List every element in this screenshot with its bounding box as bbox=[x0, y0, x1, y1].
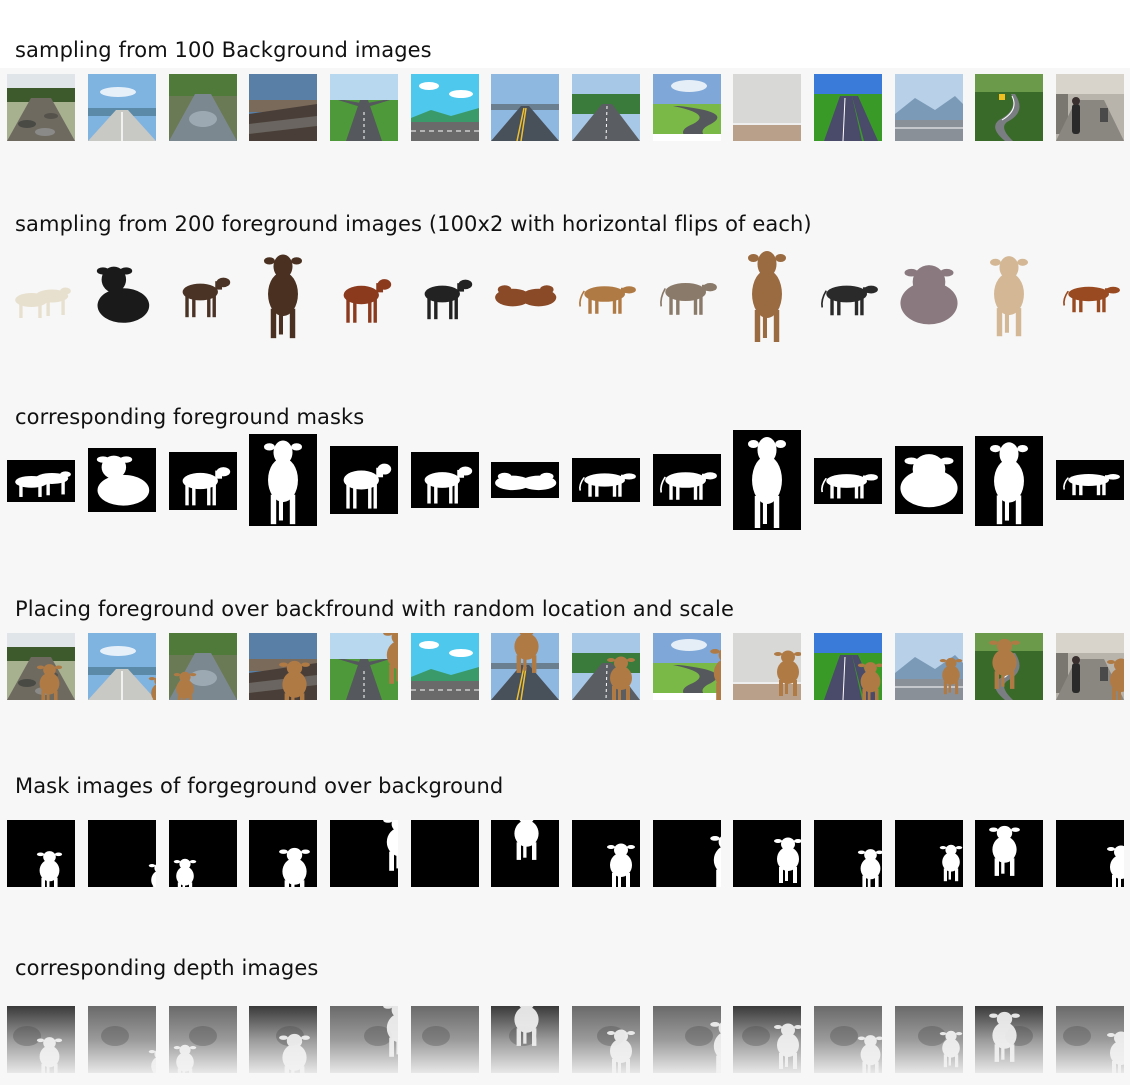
composite-mask-12 bbox=[895, 820, 963, 887]
composite-rural-road bbox=[572, 633, 640, 700]
depth-2 bbox=[88, 1006, 156, 1073]
depth-10 bbox=[733, 1006, 801, 1073]
composite-cartoon-road bbox=[411, 633, 479, 700]
composite-jungle-road bbox=[975, 633, 1043, 700]
title-depth: corresponding depth images bbox=[15, 956, 319, 980]
background-coastal-road bbox=[88, 74, 156, 141]
composite-mask-8 bbox=[572, 820, 640, 887]
mask-jersey-cow bbox=[572, 458, 640, 502]
foreground-brown-calf bbox=[169, 262, 237, 322]
mask-zebu-lying bbox=[895, 446, 963, 514]
depth-11 bbox=[814, 1006, 882, 1073]
composite-mask-9 bbox=[653, 820, 721, 887]
title-composite-masks: Mask images of forgeground over backgrou… bbox=[15, 774, 504, 798]
depth-6 bbox=[411, 1006, 479, 1073]
background-landslide-road bbox=[249, 74, 317, 141]
foreground-red-cow bbox=[1056, 270, 1124, 318]
background-highway bbox=[491, 74, 559, 141]
mask-red-cow bbox=[1056, 460, 1124, 500]
background-wet-road bbox=[169, 74, 237, 141]
foreground-dark-calf-front bbox=[249, 248, 317, 340]
depth-14 bbox=[1056, 1006, 1124, 1073]
mask-red-white-calf bbox=[330, 446, 398, 514]
foreground-zebu-lying bbox=[895, 256, 963, 332]
composite-damaged-road bbox=[7, 633, 75, 700]
mask-lying-cows bbox=[491, 462, 559, 498]
background-jungle-road bbox=[975, 74, 1043, 141]
mask-grey-cow bbox=[653, 454, 721, 506]
mask-lying-calf bbox=[88, 448, 156, 512]
mask-bw-calf bbox=[411, 452, 479, 508]
composite-mask-6 bbox=[411, 820, 479, 887]
mask-large-brown-cow bbox=[733, 430, 801, 530]
background-forked-road bbox=[330, 74, 398, 141]
composite-mask-4 bbox=[249, 820, 317, 887]
foreground-bw-calf bbox=[411, 264, 479, 324]
composite-forked-road bbox=[330, 633, 398, 700]
composite-mask-7 bbox=[491, 820, 559, 887]
composite-room-wall bbox=[733, 633, 801, 700]
composite-wet-road bbox=[169, 633, 237, 700]
composite-mask-5 bbox=[330, 820, 398, 887]
background-cartoon-road bbox=[411, 74, 479, 141]
foreground-lying-cows bbox=[491, 272, 559, 316]
depth-4 bbox=[249, 1006, 317, 1073]
composite-curved-road bbox=[653, 633, 721, 700]
depth-13 bbox=[975, 1006, 1043, 1073]
background-room-wall bbox=[733, 74, 801, 141]
composite-green-road bbox=[814, 633, 882, 700]
depth-12 bbox=[895, 1006, 963, 1073]
background-rural-road bbox=[572, 74, 640, 141]
composite-mask-2 bbox=[88, 820, 156, 887]
composite-mask-1 bbox=[7, 820, 75, 887]
depth-3 bbox=[169, 1006, 237, 1073]
foreground-holstein-cow bbox=[814, 266, 882, 322]
composite-mask-3 bbox=[169, 820, 237, 887]
foreground-jersey-cow bbox=[572, 268, 640, 320]
title-composites: Placing foreground over backfround with … bbox=[15, 597, 734, 621]
composite-mask-14 bbox=[1056, 820, 1124, 887]
mask-brown-calf bbox=[169, 452, 237, 510]
title-masks: corresponding foreground masks bbox=[15, 405, 365, 429]
foreground-cream-cow bbox=[975, 250, 1043, 338]
composite-mask-13 bbox=[975, 820, 1043, 887]
foreground-lying-bw-calf bbox=[88, 258, 156, 330]
composite-landslide-road bbox=[249, 633, 317, 700]
depth-1 bbox=[7, 1006, 75, 1073]
composite-street-scene bbox=[1056, 633, 1124, 700]
depth-8 bbox=[572, 1006, 640, 1073]
header-band bbox=[0, 0, 1130, 68]
title-backgrounds: sampling from 100 Background images bbox=[15, 38, 432, 62]
composite-mountain-road bbox=[895, 633, 963, 700]
depth-9 bbox=[653, 1006, 721, 1073]
mask-dark-calf-front bbox=[249, 434, 317, 526]
mask-cream-cow bbox=[975, 436, 1043, 526]
title-foregrounds: sampling from 200 foreground images (100… bbox=[15, 212, 812, 236]
background-damaged-road bbox=[7, 74, 75, 141]
composite-coastal-road bbox=[88, 633, 156, 700]
foreground-red-white-calf bbox=[330, 262, 398, 328]
depth-7 bbox=[491, 1006, 559, 1073]
foreground-two-cows bbox=[7, 274, 75, 324]
background-mountain-road bbox=[895, 74, 963, 141]
foreground-large-brown-cow bbox=[733, 244, 801, 344]
background-street-scene bbox=[1056, 74, 1124, 141]
background-green-road bbox=[814, 74, 882, 141]
foreground-grey-cow bbox=[653, 262, 721, 322]
composite-mask-11 bbox=[814, 820, 882, 887]
mask-holstein-cow bbox=[814, 458, 882, 504]
background-curved-road bbox=[653, 74, 721, 141]
composite-mask-10 bbox=[733, 820, 801, 887]
depth-5 bbox=[330, 1006, 398, 1073]
composite-highway bbox=[491, 633, 559, 700]
mask-two-cows bbox=[7, 460, 75, 502]
